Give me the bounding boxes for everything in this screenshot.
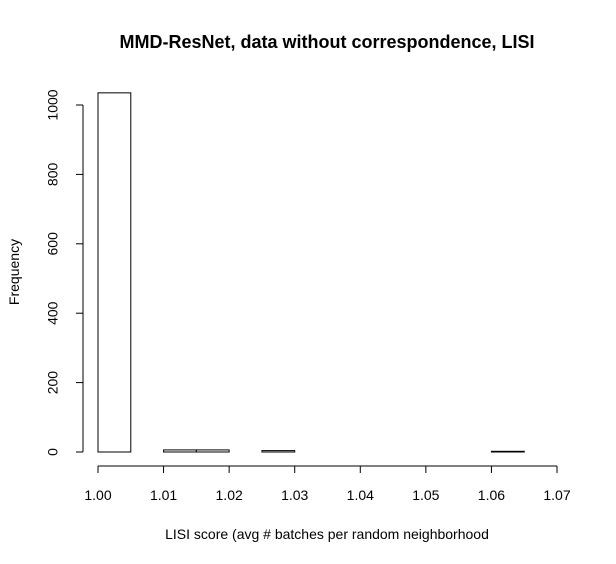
x-axis-label: LISI score (avg # batches per random nei… <box>165 526 489 542</box>
x-axis: 1.00 1.01 1.02 1.03 1.04 1.05 1.06 1.07 <box>84 465 571 503</box>
x-tick-label-5: 1.05 <box>412 487 439 503</box>
x-tick-label-1: 1.01 <box>150 487 177 503</box>
x-tick-label-4: 1.04 <box>347 487 374 503</box>
histogram-bar-2 <box>163 449 197 453</box>
histogram-bar-0 <box>97 92 132 453</box>
y-tick-label-3: 600 <box>45 232 61 256</box>
chart-title: MMD-ResNet, data without correspondence,… <box>119 32 534 52</box>
bars-layer <box>97 92 525 453</box>
y-tick-label-4: 800 <box>45 163 61 187</box>
x-tick-label-7: 1.07 <box>543 487 570 503</box>
x-tick-label-6: 1.06 <box>478 487 505 503</box>
y-axis: 0 200 400 600 800 1000 <box>45 89 84 456</box>
y-tick-label-5: 1000 <box>45 89 61 120</box>
y-tick-label-1: 200 <box>45 371 61 395</box>
x-tick-label-2: 1.02 <box>216 487 243 503</box>
histogram-bar-5 <box>261 450 296 453</box>
y-tick-label-2: 400 <box>45 301 61 325</box>
y-axis-label: Frequency <box>6 239 22 305</box>
histogram-bar-12 <box>490 450 525 453</box>
x-tick-label-3: 1.03 <box>281 487 308 503</box>
histogram-bar-3 <box>195 449 230 453</box>
x-tick-label-0: 1.00 <box>84 487 111 503</box>
y-tick-label-0: 0 <box>45 448 61 456</box>
